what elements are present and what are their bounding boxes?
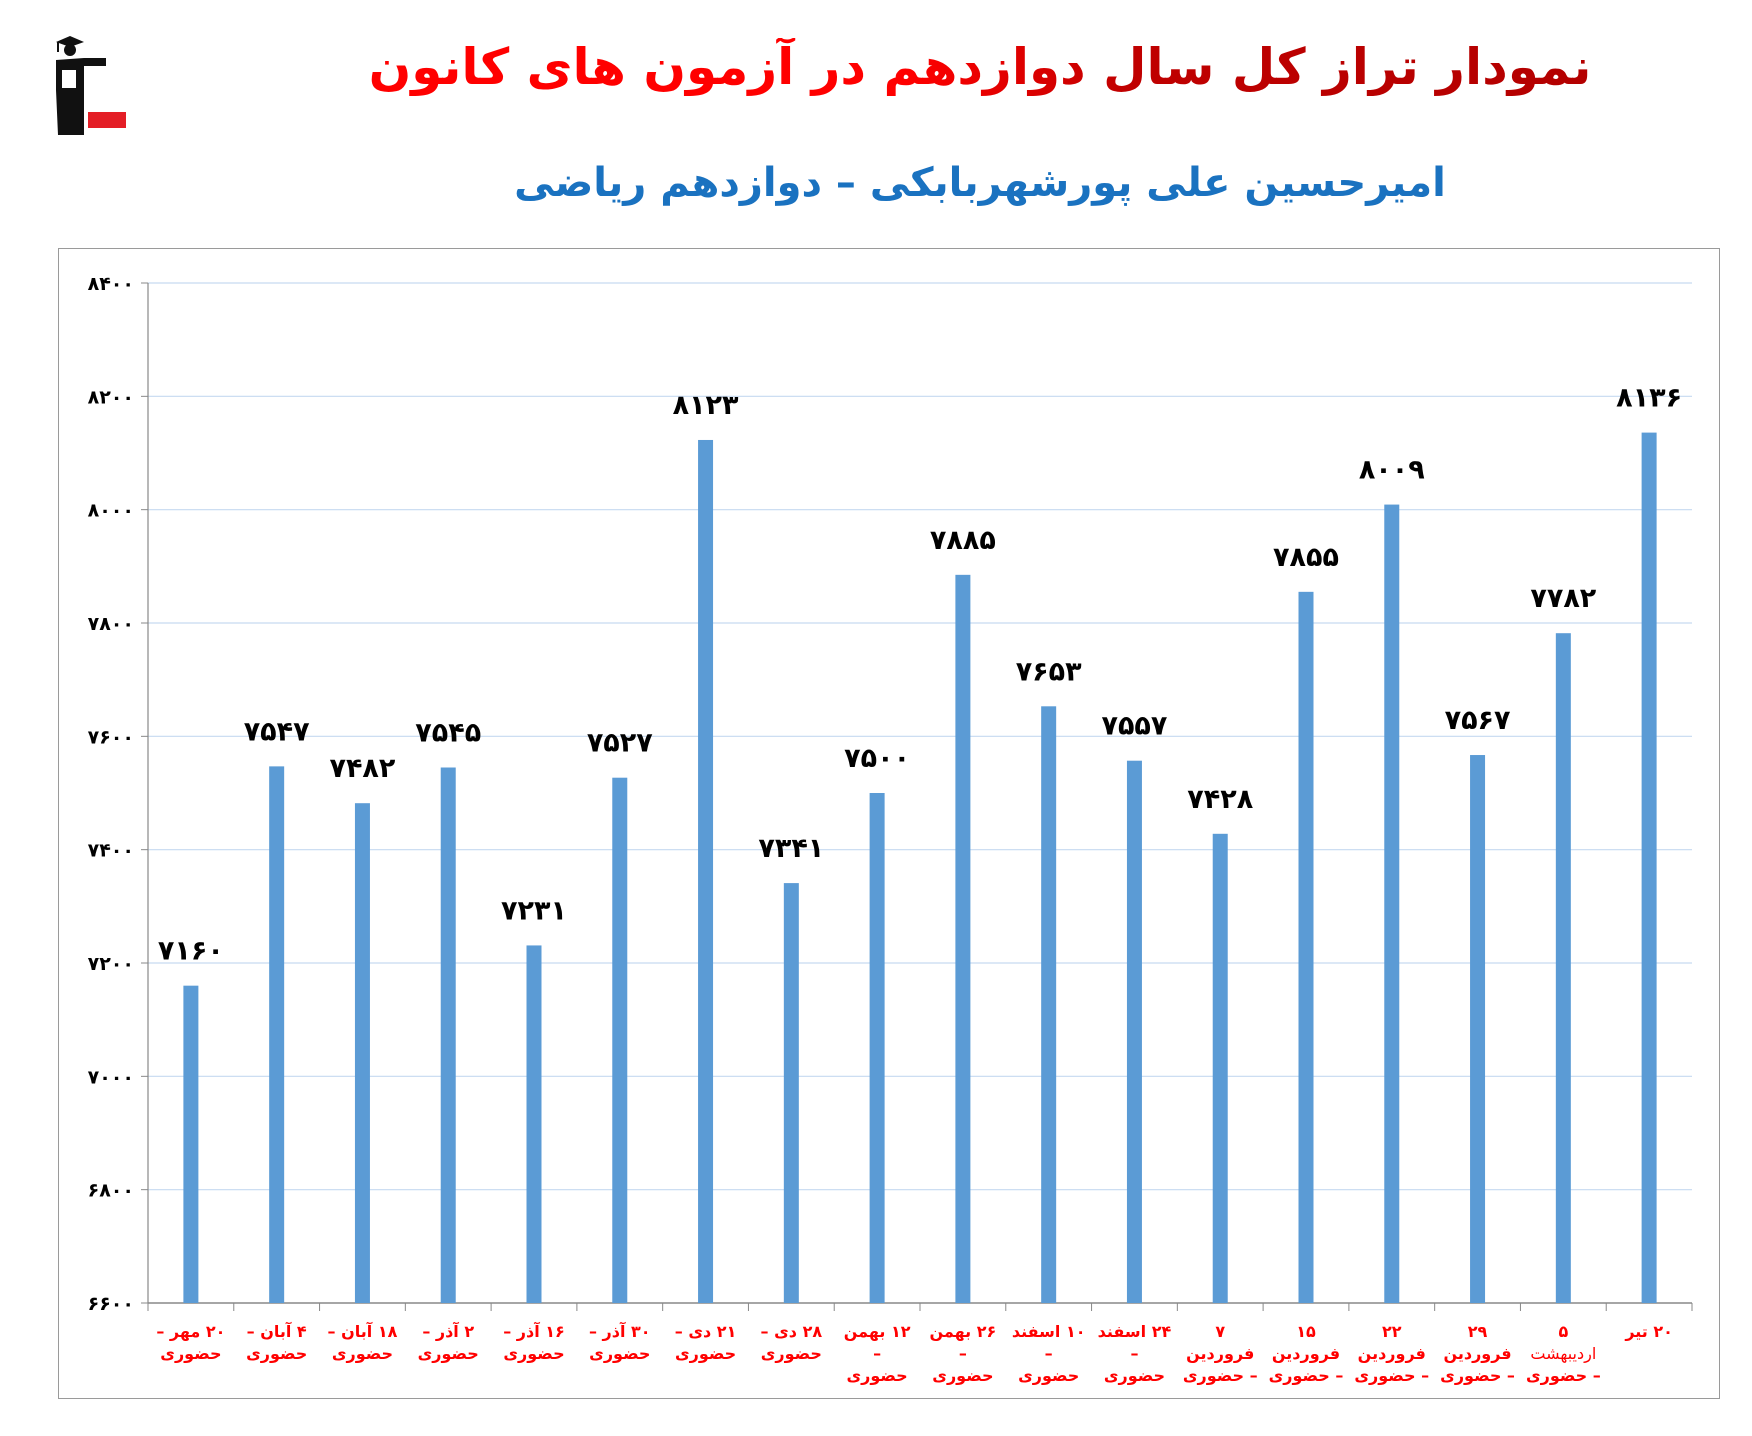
x-category-label: ۳۰ آذر – bbox=[589, 1321, 651, 1341]
bar bbox=[183, 985, 199, 1303]
x-category-label: ۵ bbox=[1558, 1322, 1568, 1341]
bar bbox=[612, 777, 628, 1303]
x-category-label-line2: حضوری bbox=[589, 1344, 650, 1363]
y-tick-label: ۶۸۰۰ bbox=[88, 1180, 134, 1202]
x-category-label: – bbox=[1045, 1344, 1053, 1363]
x-category-label: ۱۶ آذر – bbox=[503, 1321, 565, 1341]
kanoon-logo bbox=[48, 30, 128, 135]
x-category-label: ۱۸ آبان – bbox=[328, 1321, 398, 1341]
y-tick-label: ۷۰۰۰ bbox=[88, 1066, 134, 1088]
x-category-label: اردیبهشت bbox=[1530, 1344, 1596, 1364]
data-label: ۷۷۸۲ bbox=[1530, 583, 1596, 614]
bar bbox=[783, 883, 799, 1303]
data-label: ۷۴۸۲ bbox=[329, 753, 395, 784]
bar bbox=[1384, 504, 1400, 1304]
x-category-label: ۲۰ تیر bbox=[1624, 1322, 1673, 1341]
y-tick-label: ۷۶۰۰ bbox=[88, 726, 134, 748]
bar bbox=[869, 793, 885, 1303]
y-tick-label: ۷۸۰۰ bbox=[88, 613, 134, 635]
bar bbox=[1298, 591, 1314, 1303]
x-category-label: ۱۰ اسفند bbox=[1012, 1322, 1086, 1341]
y-tick-label: ۷۲۰۰ bbox=[88, 953, 134, 975]
x-category-label-line2: – حضوری bbox=[1440, 1366, 1515, 1385]
bar bbox=[354, 803, 370, 1303]
x-category-label: ۱۵ bbox=[1296, 1322, 1316, 1341]
x-category-label-line2: حضوری bbox=[503, 1344, 564, 1363]
x-category-label: فروردین bbox=[1443, 1344, 1511, 1363]
x-category-label: ۲ آذر – bbox=[422, 1321, 474, 1341]
x-category-label-line2: – حضوری bbox=[1354, 1366, 1429, 1385]
x-category-label: ۴ آبان – bbox=[247, 1321, 307, 1341]
x-category-label: ۲۶ بهمن bbox=[929, 1322, 996, 1341]
x-category-label-line2: حضوری bbox=[847, 1366, 908, 1385]
x-category-label-line2: حضوری bbox=[418, 1344, 479, 1363]
bar bbox=[269, 766, 285, 1303]
x-category-label-line2: – حضوری bbox=[1183, 1366, 1258, 1385]
x-category-label: ۲۲ bbox=[1382, 1322, 1402, 1341]
bar bbox=[1641, 432, 1657, 1304]
data-label: ۷۱۶۰ bbox=[158, 936, 224, 967]
data-label: ۷۶۵۳ bbox=[1016, 656, 1082, 687]
x-category-label: ۲۱ دی – bbox=[675, 1322, 737, 1341]
data-label: ۷۵۴۵ bbox=[415, 718, 481, 749]
data-label: ۷۳۴۱ bbox=[758, 833, 824, 864]
data-label: ۷۵۰۰ bbox=[844, 743, 910, 774]
y-tick-label: ۸۲۰۰ bbox=[88, 386, 134, 408]
x-category-label-line2: حضوری bbox=[932, 1366, 993, 1385]
bar bbox=[955, 574, 971, 1303]
data-label: ۷۵۵۷ bbox=[1101, 711, 1167, 742]
x-category-label: ۲۹ bbox=[1468, 1322, 1488, 1341]
chart-frame bbox=[58, 248, 1720, 1399]
x-category-label-line2: – حضوری bbox=[1269, 1366, 1344, 1385]
bar bbox=[698, 439, 714, 1303]
x-category-label: ۲۸ دی – bbox=[761, 1322, 823, 1341]
data-label: ۷۸۵۵ bbox=[1273, 542, 1339, 573]
x-category-label-line2: حضوری bbox=[246, 1344, 307, 1363]
bar bbox=[1555, 633, 1571, 1303]
x-category-label: ۷ bbox=[1215, 1322, 1225, 1341]
chart-subtitle: امیرحسین علی پورشهربابکی – دوازدهم ریاضی bbox=[514, 160, 1446, 206]
data-label: ۷۴۲۸ bbox=[1187, 784, 1253, 815]
bar bbox=[526, 945, 542, 1303]
x-category-label: فروردین bbox=[1186, 1344, 1254, 1363]
x-category-label-line2: حضوری bbox=[761, 1344, 822, 1363]
x-category-label-line2: حضوری bbox=[160, 1344, 221, 1363]
bar bbox=[1041, 706, 1057, 1303]
x-category-label-line2: حضوری bbox=[1018, 1366, 1079, 1385]
x-category-label: ۲۰ مهر – bbox=[156, 1322, 225, 1341]
data-label: ۷۲۳۱ bbox=[501, 895, 567, 926]
x-category-label: ۲۴ اسفند bbox=[1098, 1322, 1172, 1341]
bar bbox=[1212, 833, 1228, 1303]
x-category-label-line2: حضوری bbox=[1104, 1366, 1165, 1385]
data-label: ۷۵۶۷ bbox=[1445, 705, 1511, 736]
data-label: ۸۰۰۹ bbox=[1359, 455, 1425, 486]
x-category-label: – bbox=[873, 1344, 881, 1363]
bar bbox=[1470, 755, 1486, 1303]
x-category-label: ۱۲ بهمن bbox=[844, 1322, 911, 1341]
y-tick-label: ۸۰۰۰ bbox=[88, 500, 134, 522]
x-category-label: – bbox=[959, 1344, 967, 1363]
data-label: ۷۸۸۵ bbox=[930, 525, 996, 556]
data-label: ۷۵۴۷ bbox=[244, 716, 310, 747]
x-category-label-line2: حضوری bbox=[332, 1344, 393, 1363]
x-category-label: فروردین bbox=[1358, 1344, 1426, 1363]
x-category-label-line2: – حضوری bbox=[1526, 1366, 1601, 1385]
data-label: ۸۱۳۶ bbox=[1616, 383, 1682, 414]
chart-title: نمودار تراز کل سال دوازدهم در آزمون های … bbox=[250, 38, 1710, 96]
y-tick-label: ۶۶۰۰ bbox=[88, 1293, 134, 1315]
x-category-label-line2: حضوری bbox=[675, 1344, 736, 1363]
x-category-label: – bbox=[1130, 1344, 1138, 1363]
data-label: ۷۵۲۷ bbox=[587, 728, 653, 759]
x-category-label: فروردین bbox=[1272, 1344, 1340, 1363]
bar bbox=[440, 767, 456, 1303]
y-tick-label: ۷۴۰۰ bbox=[88, 840, 134, 862]
y-tick-label: ۸۴۰۰ bbox=[88, 273, 134, 295]
bar bbox=[1126, 760, 1142, 1303]
data-label: ۸۱۲۳ bbox=[673, 390, 739, 421]
